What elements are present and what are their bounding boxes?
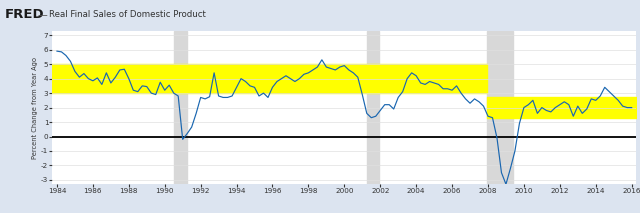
- Text: FRED: FRED: [5, 9, 45, 22]
- Text: Real Final Sales of Domestic Product: Real Final Sales of Domestic Product: [49, 10, 205, 19]
- Bar: [367, 31, 379, 184]
- Bar: [486, 31, 513, 184]
- Bar: [173, 31, 187, 184]
- Y-axis label: Percent Change from Year Ago: Percent Change from Year Ago: [32, 57, 38, 158]
- Text: —: —: [37, 10, 47, 20]
